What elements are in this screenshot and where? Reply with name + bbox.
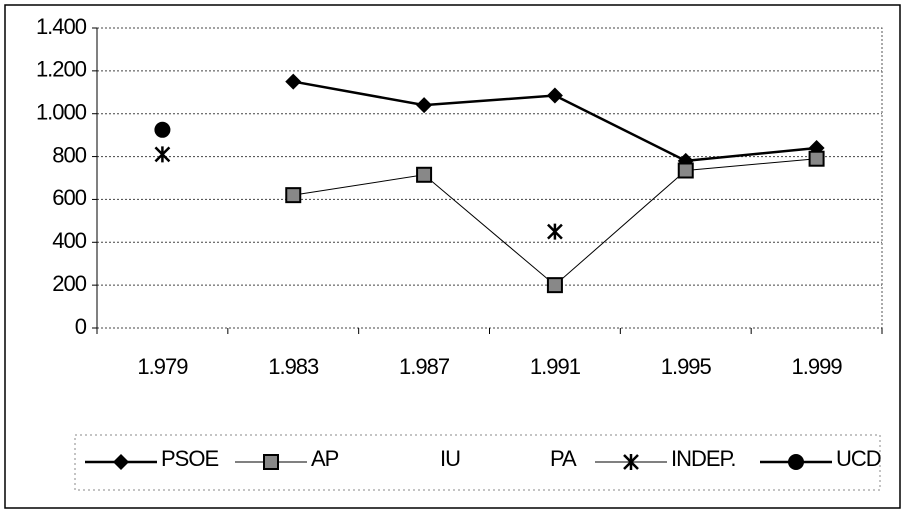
legend-label: PSOE — [161, 446, 218, 471]
marker — [546, 87, 563, 104]
y-tick-label: 800 — [52, 142, 86, 167]
y-tick-label: 200 — [52, 271, 86, 296]
x-tick-label: 1.995 — [661, 354, 712, 379]
marker — [788, 454, 804, 470]
marker — [547, 223, 563, 240]
marker — [623, 454, 639, 470]
marker — [416, 97, 433, 114]
marker — [416, 166, 433, 183]
marker — [677, 162, 694, 179]
y-tick-label: 0 — [75, 314, 87, 339]
x-tick-label: 1.991 — [530, 354, 581, 379]
plot-frame — [96, 27, 883, 329]
marker — [154, 146, 171, 163]
x-tick-label: 1.979 — [137, 354, 188, 379]
y-tick-label: 600 — [52, 185, 86, 210]
marker — [154, 121, 171, 138]
legend-label: UCD — [836, 446, 881, 471]
marker — [808, 150, 825, 167]
x-tick-label: 1.983 — [268, 354, 319, 379]
chart-frame — [4, 4, 901, 509]
x-tick-label: 1.999 — [792, 354, 843, 379]
series-line — [293, 158, 817, 286]
legend-label: INDEP. — [671, 446, 736, 471]
marker — [263, 454, 279, 470]
marker — [113, 454, 129, 470]
legend-label: PA — [550, 446, 577, 471]
y-tick-label: 1.000 — [36, 100, 87, 125]
y-tick-label: 1.200 — [36, 57, 87, 82]
legend-label: IU — [440, 446, 460, 471]
marker — [285, 73, 302, 90]
y-tick-label: 400 — [52, 228, 86, 253]
y-tick-label: 1.400 — [36, 14, 87, 39]
marker — [285, 187, 302, 204]
legend-label: AP — [311, 446, 339, 471]
marker — [546, 277, 563, 294]
x-tick-label: 1.987 — [399, 354, 450, 379]
